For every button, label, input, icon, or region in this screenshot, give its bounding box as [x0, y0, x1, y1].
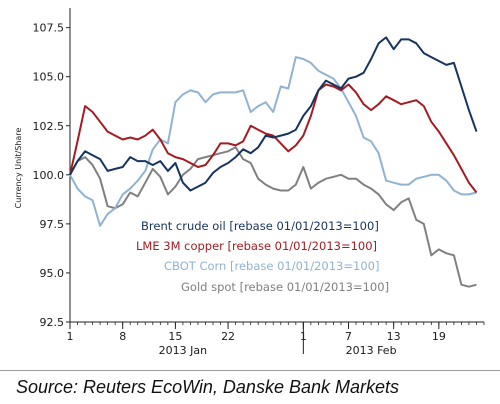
series-line-2: [69, 56, 477, 227]
x-tick-label: 7: [345, 330, 352, 343]
series-line-3: [69, 146, 477, 288]
source-note: Source: Reuters EcoWin, Danske Bank Mark…: [0, 370, 500, 404]
y-tick-label: 92.5: [40, 316, 65, 329]
x-tick-label: 1: [67, 330, 74, 343]
x-month-label: 2013 Feb: [346, 344, 397, 357]
x-tick-label: 8: [119, 330, 126, 343]
legend-entry: Gold spot [rebase 01/01/2013=100]: [181, 280, 389, 294]
y-tick-label: 102.5: [33, 120, 65, 133]
y-axis-label: Currency Unit/Share: [14, 128, 23, 209]
y-axis: 107.5 105.0 102.5 100.0 97.5 95.0 92.5: [33, 8, 71, 329]
y-tick-label: 100.0: [33, 169, 65, 182]
source-text: Source: Reuters EcoWin, Danske Bank Mark…: [16, 377, 399, 397]
y-tick-label: 105.0: [33, 71, 65, 84]
legend-entry: Brent crude oil [rebase 01/01/2013=100]: [141, 219, 379, 233]
series-line-0: [69, 36, 478, 192]
legend: Brent crude oil [rebase 01/01/2013=100] L…: [136, 219, 389, 294]
x-tick-label: 22: [221, 330, 235, 343]
y-tick-label: 107.5: [33, 22, 65, 35]
y-tick-label: 97.5: [40, 218, 65, 231]
x-month-label: 2013 Jan: [159, 344, 207, 357]
x-tick-label: 19: [432, 330, 446, 343]
series-line-1: [69, 83, 478, 194]
chart: 107.5 105.0 102.5 100.0 97.5 95.0 92.5 1 8 15 22 1…: [14, 8, 485, 357]
legend-entry: LME 3M copper [rebase 01/01/2013=100]: [136, 239, 377, 253]
y-tick-label: 95.0: [40, 267, 65, 280]
x-tick-label: 15: [168, 330, 182, 343]
x-tick-label: 13: [387, 330, 401, 343]
legend-entry: CBOT Corn [rebase 01/01/2013=100]: [164, 259, 379, 273]
series-lines: [69, 36, 478, 288]
